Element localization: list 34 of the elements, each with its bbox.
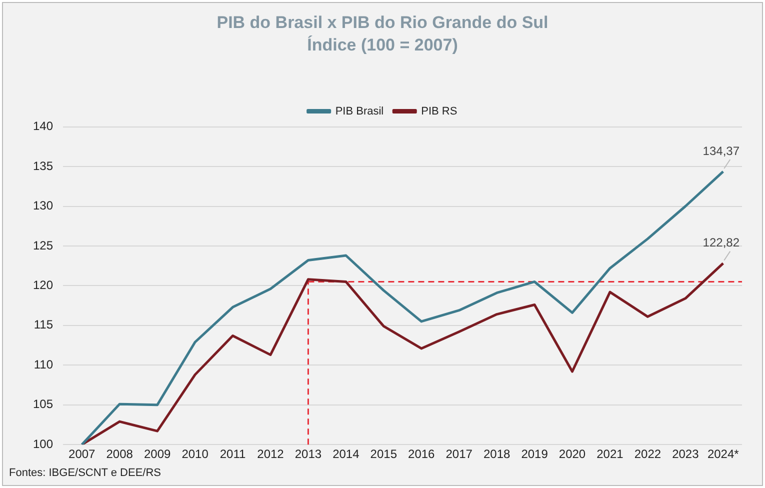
x-tick-label: 2009 xyxy=(144,447,171,462)
y-tick-label: 115 xyxy=(34,318,54,332)
x-tick-label: 2012 xyxy=(257,447,284,462)
x-tick-label: 2019 xyxy=(521,447,548,462)
y-tick-label: 135 xyxy=(32,158,54,173)
x-tick-label: 2014 xyxy=(332,447,360,462)
text: Fontes: IBGE/SCNT e DEE/RS xyxy=(9,467,162,479)
legend-label: PIB Brasil xyxy=(335,105,384,118)
y-tick-label: 120 xyxy=(32,278,54,292)
x-tick-label: 2011 xyxy=(220,447,246,462)
x-tick-label: 2010 xyxy=(182,447,209,462)
x-tick-label: 2017 xyxy=(446,447,473,462)
x-tick-label: 2013 xyxy=(294,447,322,462)
x-tick-label: 2008 xyxy=(106,447,134,462)
y-tick-label: 110 xyxy=(34,357,54,372)
legend-label: PIB RS xyxy=(421,105,458,118)
y-tick-label: 125 xyxy=(32,238,54,252)
x-tick-label: 2021 xyxy=(596,447,624,462)
y-tick-label: 130 xyxy=(32,198,54,213)
chart-subtitle: Índice (100 = 2007) xyxy=(307,34,458,54)
chart-title: PIB do Brasil x PIB do Rio Grande do Sul xyxy=(216,12,548,32)
x-tick-label: 2024* xyxy=(707,447,740,462)
y-tick-label: 140 xyxy=(32,119,54,134)
data-label: 134,37 xyxy=(702,144,740,158)
x-tick-label: 2016 xyxy=(408,447,436,462)
x-tick-label: 2018 xyxy=(483,447,510,462)
y-tick-label: 105 xyxy=(32,397,54,412)
x-tick-label: 2023 xyxy=(672,447,700,462)
x-tick-label: 2020 xyxy=(558,447,586,462)
x-tick-label: 2022 xyxy=(634,447,662,462)
data-label: 122,82 xyxy=(702,236,740,250)
x-tick-label: 2015 xyxy=(370,447,398,462)
x-tick-label: 2007 xyxy=(68,447,96,462)
y-tick-label: 100 xyxy=(32,436,54,451)
